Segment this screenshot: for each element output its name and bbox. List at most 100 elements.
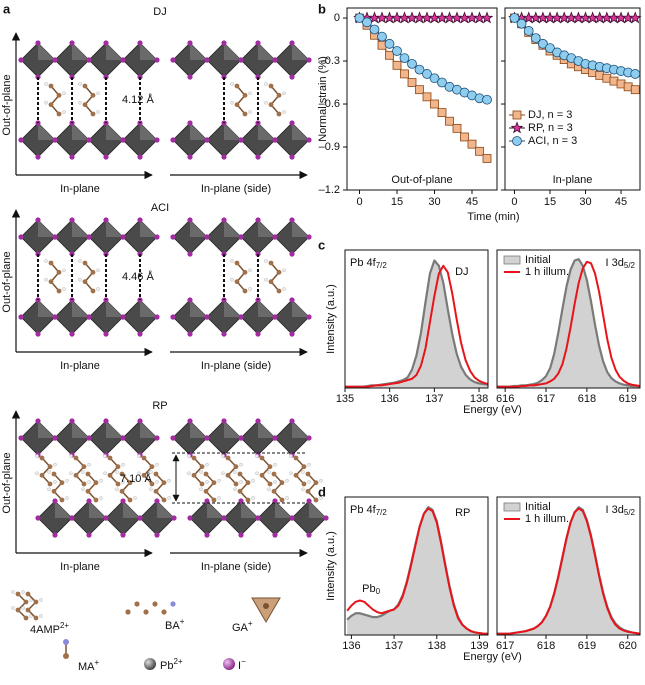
- iodide: [137, 331, 143, 337]
- atom: [211, 480, 217, 486]
- atom: [203, 488, 209, 494]
- circle-marker: [482, 94, 492, 105]
- iodide: [120, 137, 126, 143]
- circle-marker: [362, 17, 372, 28]
- iodide: [52, 435, 58, 441]
- out-of-plane-label: Out-of-plane: [1, 74, 13, 135]
- iodide: [35, 217, 41, 223]
- octahedron-face: [224, 300, 241, 317]
- iodide: [238, 435, 244, 441]
- iodide: [103, 217, 109, 223]
- panel-letter: a: [3, 1, 11, 16]
- octahedron-face: [72, 123, 89, 140]
- h-atom: [44, 100, 48, 105]
- circle-marker: [509, 13, 520, 23]
- iodide: [120, 498, 126, 504]
- x-tick-label: 0: [356, 196, 362, 208]
- x-tick-label: 618: [578, 393, 596, 405]
- x-tick-label: 617: [537, 393, 555, 405]
- octahedron-face: [55, 501, 72, 518]
- iodide: [154, 435, 160, 441]
- h-atom: [221, 471, 225, 476]
- iodide: [137, 515, 143, 521]
- pb-sphere: [144, 658, 156, 670]
- h-atom: [69, 454, 73, 458]
- square-marker: [482, 154, 492, 163]
- atom: [47, 481, 53, 487]
- atom: [276, 269, 282, 275]
- circle-marker: [399, 53, 410, 64]
- h-atom: [273, 462, 277, 467]
- circle-marker: [512, 136, 522, 146]
- series-line: [345, 264, 489, 388]
- legend-label: Initial: [525, 254, 551, 266]
- h-atom: [248, 110, 252, 114]
- h-atom: [99, 496, 103, 500]
- subplot-label: I 3d5/2: [606, 257, 636, 270]
- h-atom: [282, 91, 286, 96]
- star-marker: [628, 11, 642, 24]
- iodide: [221, 331, 227, 337]
- square-marker: [407, 78, 417, 87]
- species-label: BA+: [165, 617, 185, 632]
- h-atom: [221, 454, 225, 458]
- subplot-label: In-plane: [553, 174, 593, 186]
- octahedron-face: [140, 43, 157, 60]
- legend-label: 1 h illum.: [525, 266, 569, 278]
- atom: [82, 102, 88, 108]
- iodide: [103, 154, 109, 160]
- atom: [313, 480, 319, 486]
- iodide: [187, 217, 193, 223]
- atom: [234, 279, 240, 285]
- atom: [73, 455, 79, 461]
- area-fill: [497, 259, 640, 388]
- octahedron-face: [258, 43, 275, 60]
- h-atom: [273, 480, 277, 484]
- octahedron-face: [258, 220, 275, 237]
- species-label: Pb2+: [160, 657, 183, 672]
- circle-marker: [354, 13, 365, 23]
- atom: [48, 260, 54, 266]
- atom: [33, 615, 39, 621]
- octahedron-face: [72, 300, 89, 317]
- h-atom: [47, 487, 51, 492]
- atom: [234, 260, 240, 266]
- plot-frame: [496, 249, 641, 389]
- h-atom: [248, 287, 252, 291]
- atom: [23, 615, 29, 621]
- iodide: [289, 297, 295, 303]
- iodide: [18, 234, 24, 240]
- h-atom: [267, 470, 271, 474]
- atom: [199, 481, 205, 487]
- iodide: [238, 137, 244, 143]
- subplot-label-main: I 3d: [606, 257, 624, 269]
- iodide: [52, 137, 58, 143]
- iodide: [69, 154, 75, 160]
- iodide: [204, 435, 210, 441]
- iodide: [18, 137, 24, 143]
- iodide: [35, 515, 41, 521]
- species-label: GA+: [232, 619, 253, 634]
- h-atom: [217, 496, 221, 500]
- h-atom: [39, 598, 43, 602]
- atom: [263, 603, 269, 609]
- h-atom: [78, 82, 82, 86]
- h-atom: [65, 478, 69, 483]
- octahedron-face: [190, 220, 207, 237]
- iodide: [86, 234, 92, 240]
- h-atom: [233, 470, 237, 474]
- iodide: [306, 57, 312, 63]
- octahedron-face: [275, 501, 292, 518]
- y-tick-label: 0: [334, 12, 340, 24]
- octahedron-face: [258, 421, 275, 438]
- subplot-label: I 3d5/2: [606, 504, 636, 517]
- atom: [152, 601, 158, 607]
- h-atom: [35, 471, 39, 476]
- iodide: [103, 515, 109, 521]
- h-atom: [289, 471, 293, 476]
- iodide: [69, 331, 75, 337]
- atom: [127, 480, 133, 486]
- iodide: [323, 515, 329, 521]
- species-label: I−: [238, 657, 246, 672]
- iodide: [137, 40, 143, 46]
